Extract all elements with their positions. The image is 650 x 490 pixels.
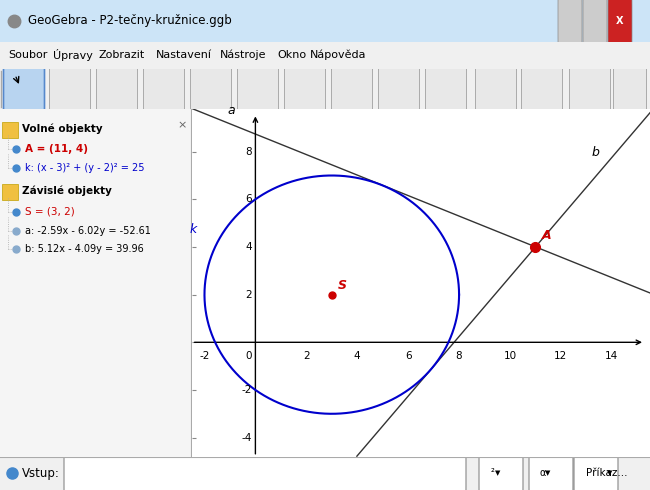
Text: S: S bbox=[338, 279, 347, 292]
Text: 6: 6 bbox=[405, 351, 411, 361]
Text: 6: 6 bbox=[245, 195, 252, 204]
Text: Nastavení: Nastavení bbox=[156, 50, 212, 60]
Text: 0: 0 bbox=[245, 351, 252, 361]
Bar bbox=[2, 184, 18, 200]
Text: 4: 4 bbox=[354, 351, 361, 361]
FancyBboxPatch shape bbox=[332, 50, 372, 127]
Text: Volné objekty: Volné objekty bbox=[21, 123, 102, 134]
Text: Závislé objekty: Závislé objekty bbox=[21, 186, 112, 196]
FancyBboxPatch shape bbox=[479, 428, 523, 490]
Text: Příkaz...: Příkaz... bbox=[586, 468, 627, 478]
Text: Vstup:: Vstup: bbox=[22, 467, 60, 480]
Text: S = (3, 2): S = (3, 2) bbox=[25, 207, 74, 217]
Text: Zobrazit: Zobrazit bbox=[98, 50, 145, 60]
FancyBboxPatch shape bbox=[529, 428, 573, 490]
Text: b: b bbox=[592, 147, 599, 159]
Text: Soubor: Soubor bbox=[8, 50, 47, 60]
FancyBboxPatch shape bbox=[569, 50, 610, 127]
FancyBboxPatch shape bbox=[583, 0, 607, 77]
Text: Nápověda: Nápověda bbox=[310, 50, 367, 60]
Text: 2: 2 bbox=[303, 351, 309, 361]
Text: 14: 14 bbox=[605, 351, 618, 361]
FancyBboxPatch shape bbox=[96, 50, 138, 127]
FancyBboxPatch shape bbox=[614, 50, 647, 127]
Text: ▼: ▼ bbox=[607, 470, 613, 476]
Text: 8: 8 bbox=[456, 351, 462, 361]
Text: A = (11, 4): A = (11, 4) bbox=[25, 145, 88, 154]
Text: Úpravy: Úpravy bbox=[53, 49, 93, 61]
Text: ²: ² bbox=[491, 468, 495, 478]
FancyBboxPatch shape bbox=[426, 50, 467, 127]
Text: a: -2.59x - 6.02y = -52.61: a: -2.59x - 6.02y = -52.61 bbox=[25, 225, 150, 236]
FancyBboxPatch shape bbox=[574, 428, 618, 490]
FancyBboxPatch shape bbox=[608, 0, 632, 77]
Text: A: A bbox=[542, 229, 551, 242]
Text: 4: 4 bbox=[245, 242, 252, 252]
Text: Nástroje: Nástroje bbox=[220, 50, 266, 60]
Text: GeoGebra - P2-tečny-kružnice.ggb: GeoGebra - P2-tečny-kružnice.ggb bbox=[28, 14, 232, 27]
FancyBboxPatch shape bbox=[476, 50, 517, 127]
Text: -2: -2 bbox=[200, 351, 210, 361]
Text: -2: -2 bbox=[241, 385, 252, 395]
Text: 10: 10 bbox=[503, 351, 517, 361]
FancyBboxPatch shape bbox=[521, 50, 562, 127]
FancyBboxPatch shape bbox=[190, 50, 231, 127]
FancyBboxPatch shape bbox=[237, 50, 278, 127]
Text: ▼: ▼ bbox=[495, 470, 500, 476]
FancyBboxPatch shape bbox=[144, 50, 185, 127]
Text: b: 5.12x - 4.09y = 39.96: b: 5.12x - 4.09y = 39.96 bbox=[25, 244, 144, 254]
Text: ▼: ▼ bbox=[545, 470, 551, 476]
FancyBboxPatch shape bbox=[3, 50, 44, 127]
Text: Okno: Okno bbox=[278, 50, 307, 60]
Text: k: k bbox=[190, 222, 197, 236]
FancyBboxPatch shape bbox=[64, 428, 466, 490]
Text: k: (x - 3)² + (y - 2)² = 25: k: (x - 3)² + (y - 2)² = 25 bbox=[25, 163, 144, 173]
FancyBboxPatch shape bbox=[378, 50, 419, 127]
FancyBboxPatch shape bbox=[3, 50, 44, 127]
Text: -4: -4 bbox=[241, 433, 252, 442]
Text: a: a bbox=[227, 104, 235, 117]
Text: 2: 2 bbox=[245, 290, 252, 300]
Text: ×: × bbox=[177, 121, 187, 130]
Text: X: X bbox=[616, 16, 624, 26]
Text: 8: 8 bbox=[245, 147, 252, 157]
FancyBboxPatch shape bbox=[558, 0, 582, 77]
FancyBboxPatch shape bbox=[285, 50, 326, 127]
Text: 12: 12 bbox=[554, 351, 567, 361]
Text: α: α bbox=[540, 468, 546, 478]
Bar bbox=[2, 122, 18, 138]
FancyBboxPatch shape bbox=[49, 50, 90, 127]
